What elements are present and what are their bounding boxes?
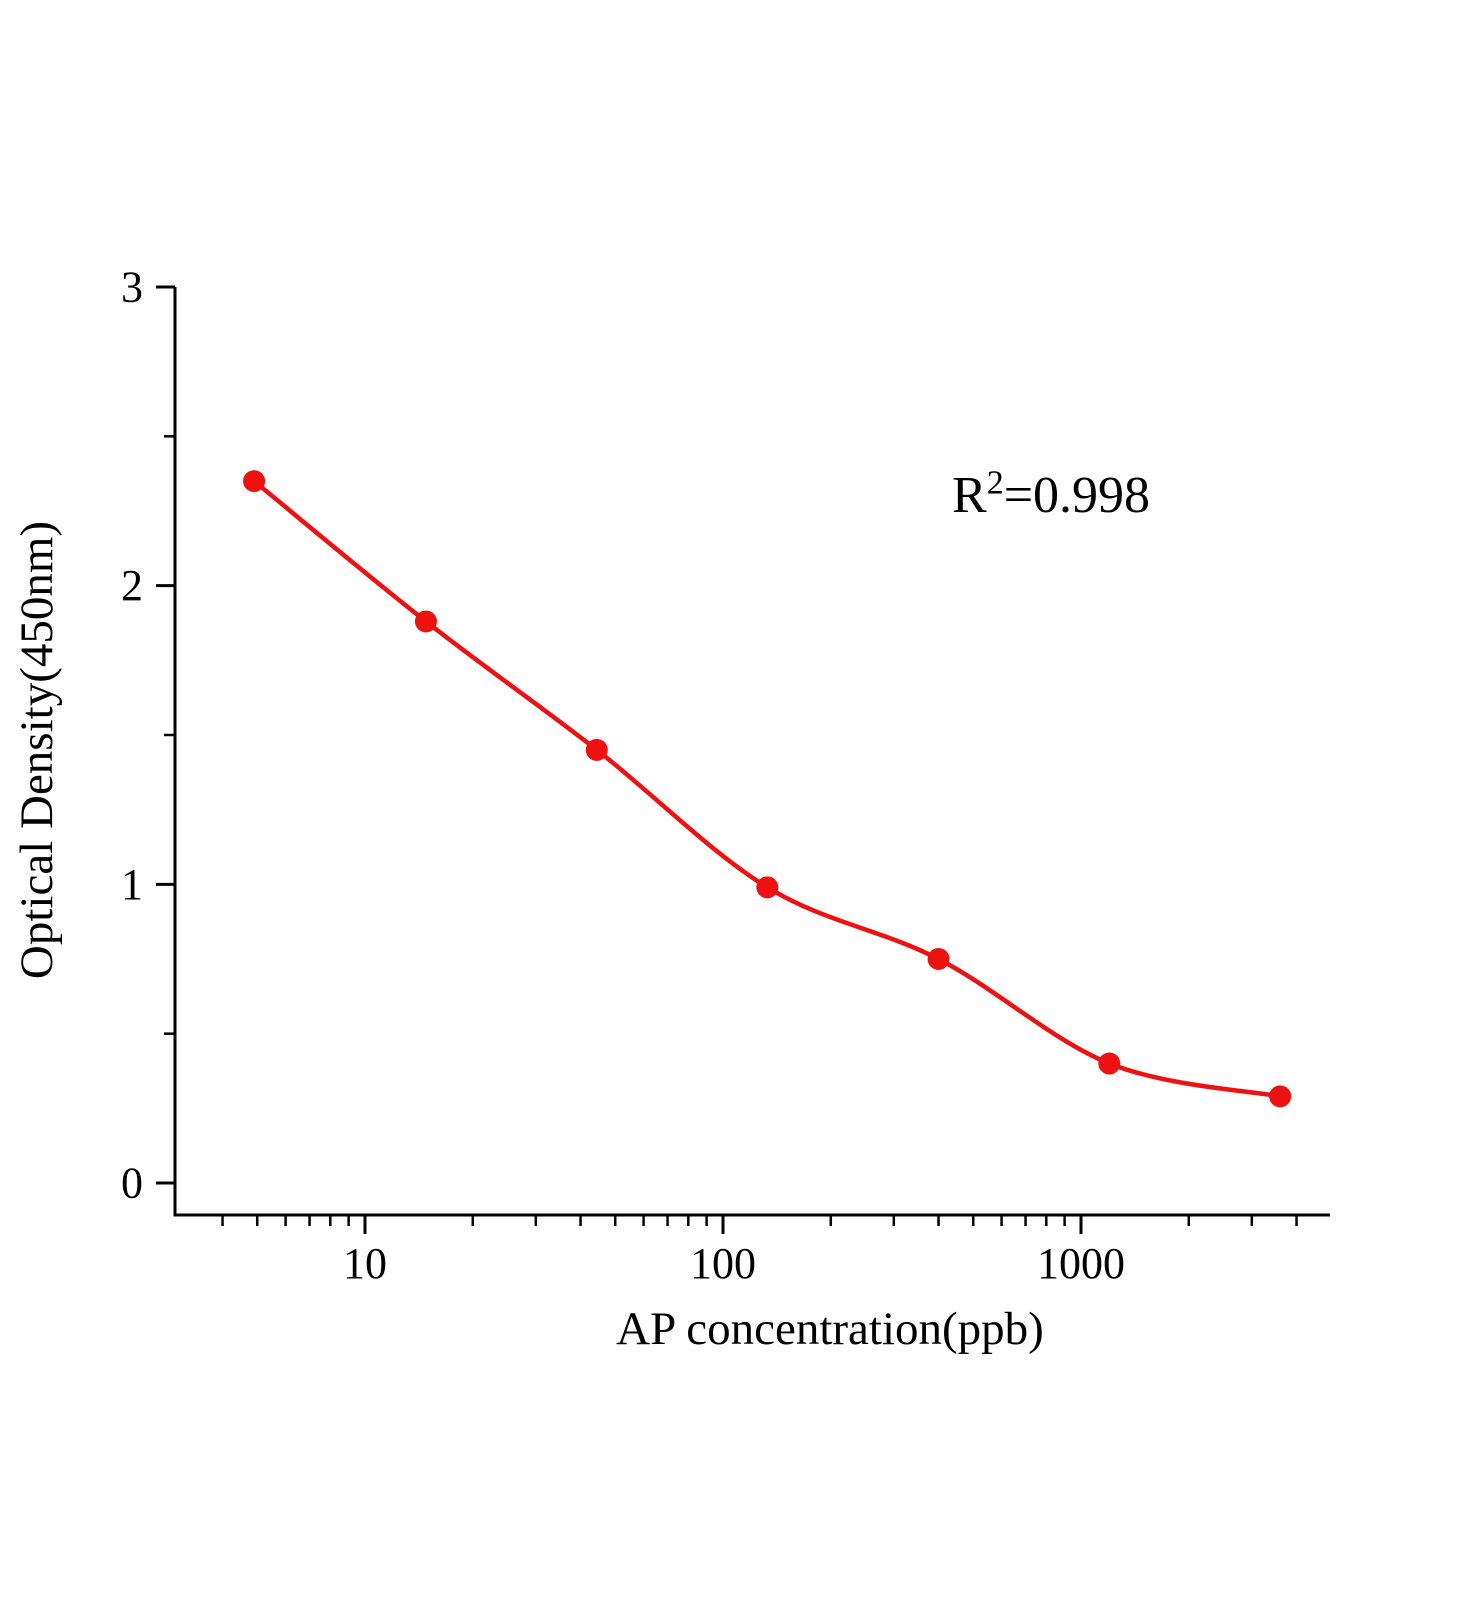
y-axis-title: Optical Density(450nm) xyxy=(11,520,63,980)
r-squared-superscript: 2 xyxy=(986,464,1004,502)
data-point xyxy=(585,738,608,761)
x-tick-label: 1000 xyxy=(1037,1239,1125,1288)
y-tick-label: 2 xyxy=(121,561,143,610)
data-point xyxy=(414,610,437,633)
y-tick-label: 0 xyxy=(121,1159,143,1208)
axis-lines xyxy=(173,286,1330,1217)
data-point xyxy=(243,470,266,493)
x-tick-label: 100 xyxy=(690,1239,756,1288)
axes xyxy=(173,286,1330,1217)
data-point xyxy=(1269,1085,1292,1108)
data-point xyxy=(927,947,950,970)
y-tick-label: 3 xyxy=(121,262,143,311)
r-squared-annotation: R2=0.998 xyxy=(952,466,1150,525)
tick-labels: 0 1 2 3 10 100 1000 xyxy=(121,262,1125,1288)
data-curve xyxy=(251,478,1283,1099)
axis-ticks xyxy=(156,285,1298,1234)
fit-curve xyxy=(251,478,1283,1099)
r-squared-value: =0.998 xyxy=(1003,467,1151,524)
data-points xyxy=(243,470,1292,1108)
data-point xyxy=(1098,1052,1121,1075)
x-tick-label: 10 xyxy=(343,1239,387,1288)
y-tick-label: 1 xyxy=(121,860,143,909)
x-axis-title: AP concentration(ppb) xyxy=(616,1303,1044,1355)
r-squared-base: R xyxy=(952,467,987,524)
data-point xyxy=(756,876,779,899)
